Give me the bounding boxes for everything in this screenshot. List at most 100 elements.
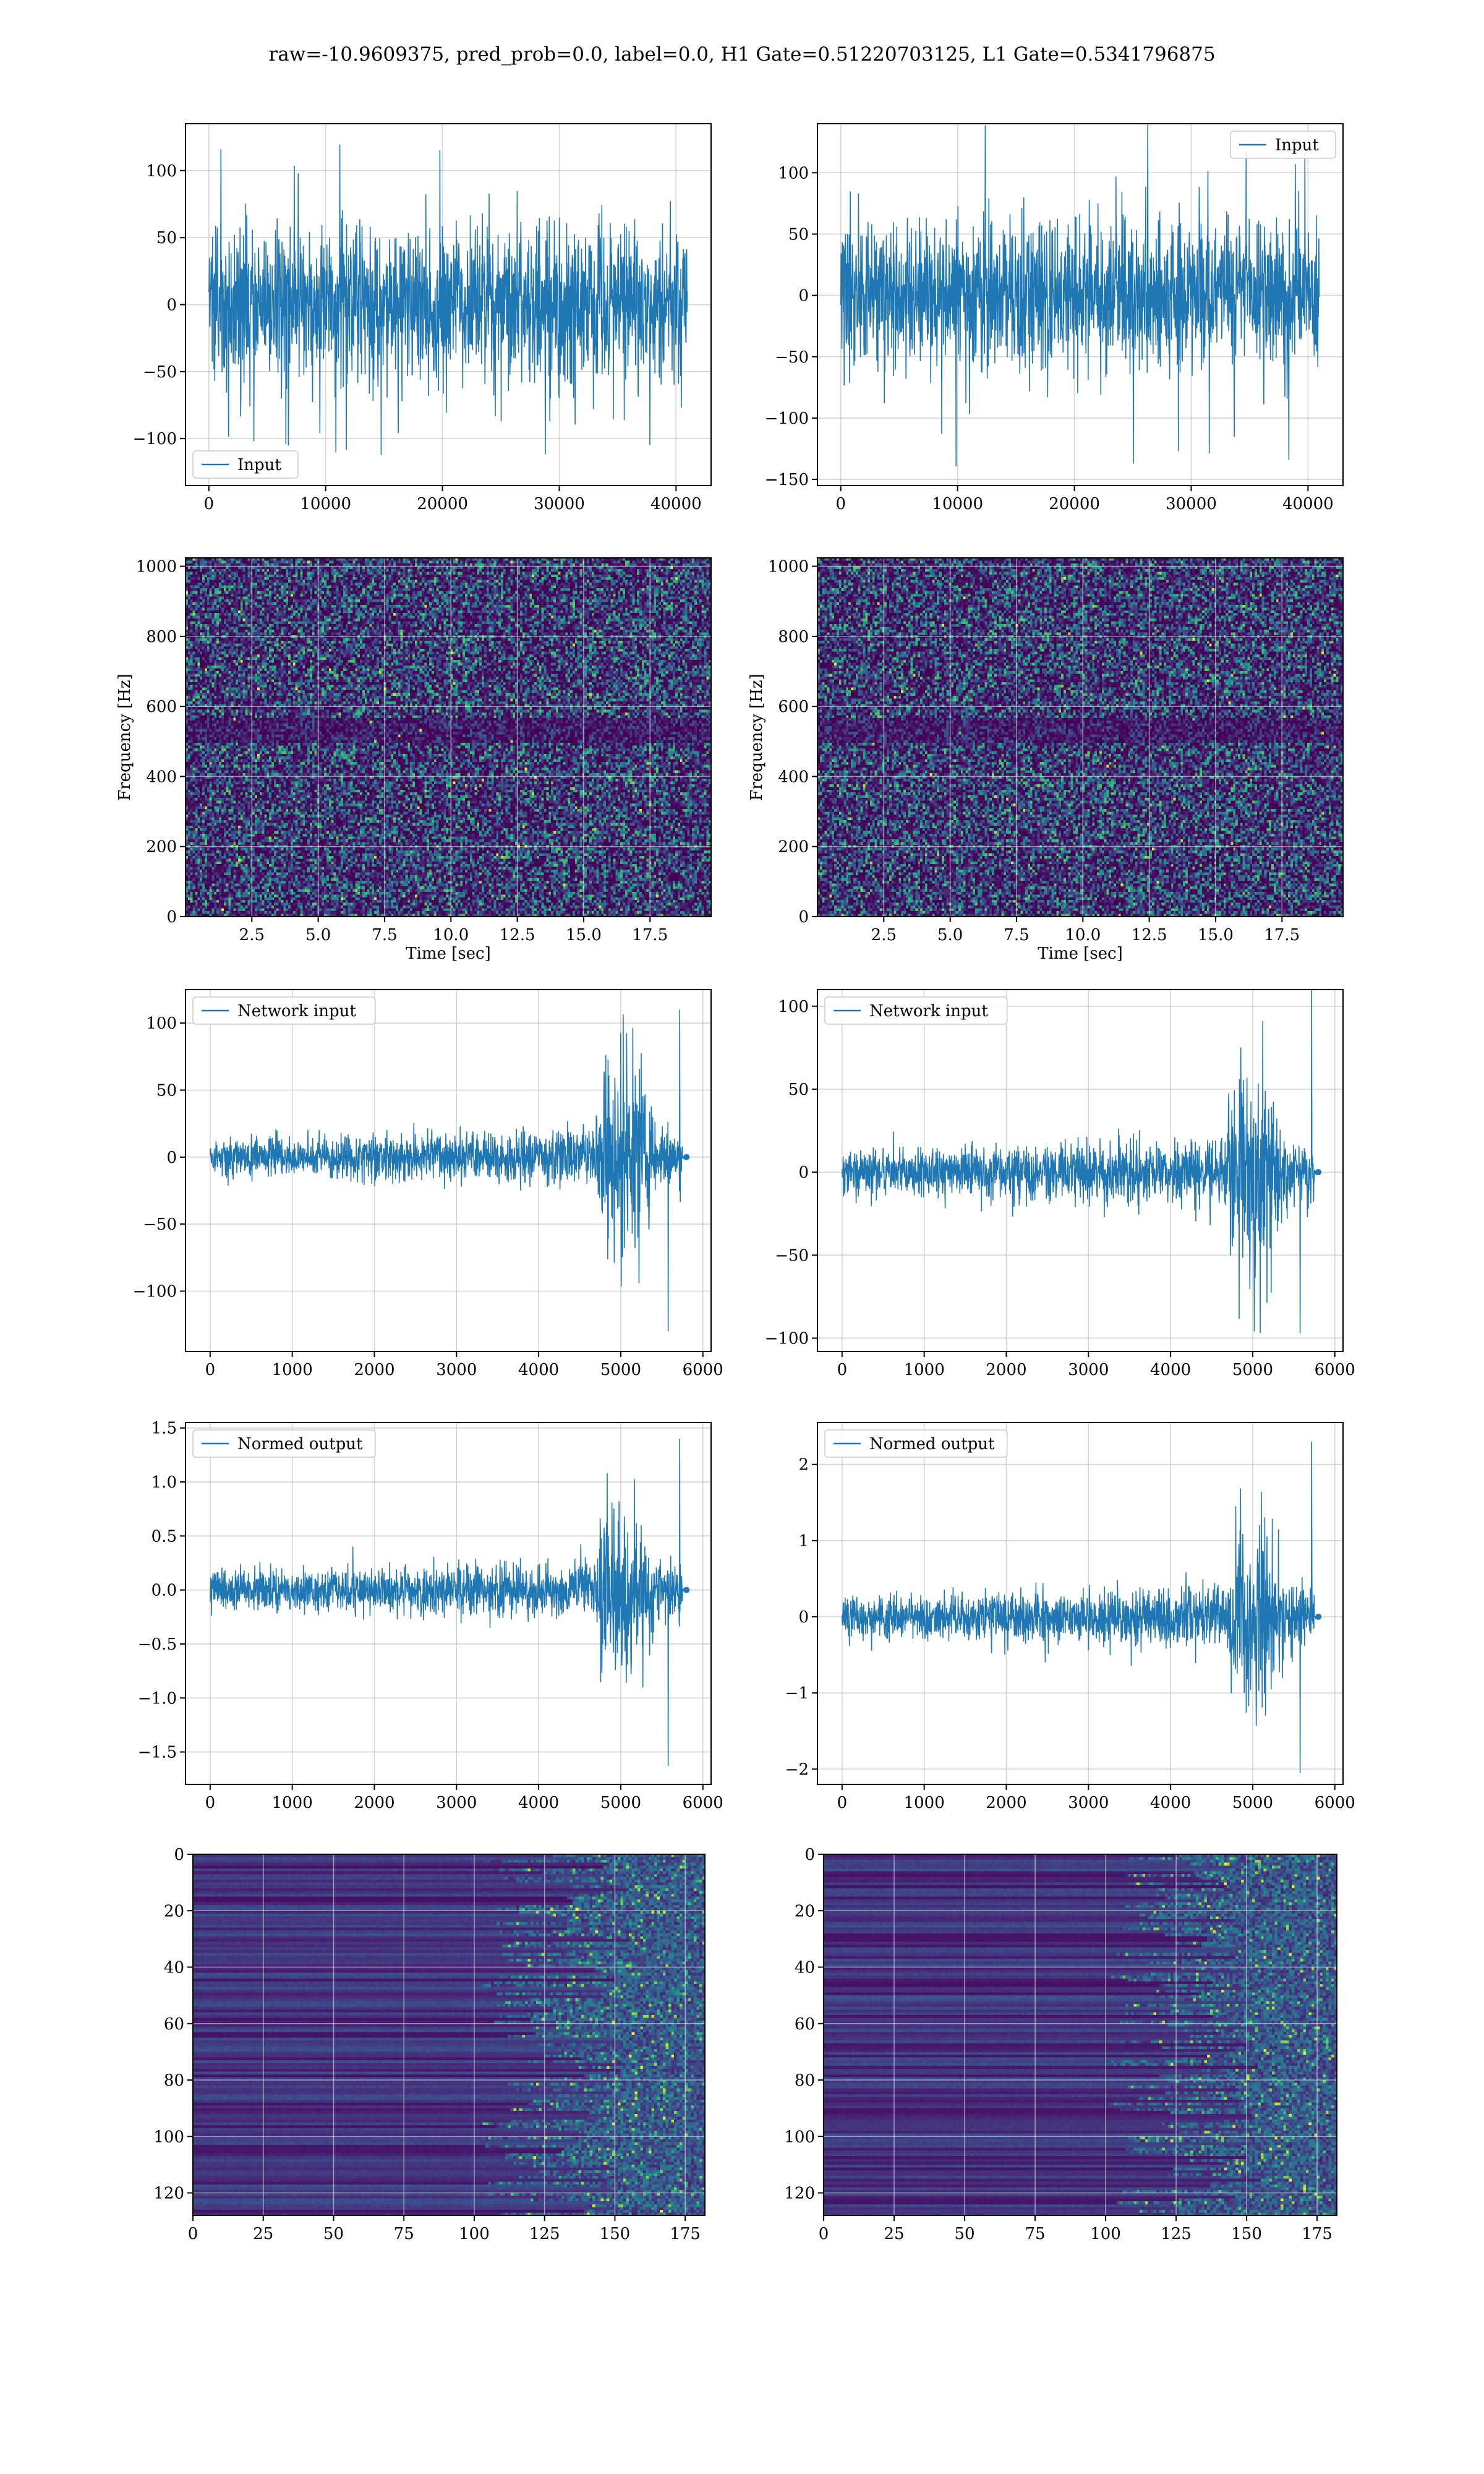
series-line-input	[840, 124, 1320, 466]
legend-frame	[192, 996, 376, 1025]
y-tick-label: 800	[146, 628, 177, 646]
x-tick-label: 0	[837, 1794, 848, 1812]
grid-lines	[186, 1423, 711, 1784]
x-tick-label: 0	[836, 495, 846, 513]
axes-spines	[185, 557, 712, 917]
y-tick-label: 400	[778, 768, 809, 786]
x-tick-label: 6000	[683, 1794, 723, 1812]
x-tick-label: 75	[1025, 2225, 1045, 2243]
x-tick-label: 5000	[1232, 1794, 1273, 1812]
x-tick-label: 0	[204, 495, 215, 513]
x-tick-label: 0	[205, 1794, 216, 1812]
y-tick-label: 600	[146, 698, 177, 716]
legend-frame	[192, 450, 299, 479]
legend: Network input	[824, 996, 1008, 1025]
y-axis-label: Frequency [Hz]	[116, 674, 134, 801]
tick-marks	[818, 1854, 1318, 2221]
legend: Input	[1230, 131, 1336, 159]
x-tick-label: 3000	[1068, 1361, 1109, 1379]
x-tick-label: 12.5	[500, 926, 535, 944]
x-tick-label: 25	[253, 2225, 273, 2243]
legend-label: Normed output	[869, 1435, 995, 1453]
y-tick-label: 0	[798, 1163, 809, 1182]
y-tick-label: −100	[765, 1330, 809, 1348]
legend-frame	[824, 1429, 1008, 1458]
legend-frame	[1230, 131, 1336, 159]
series-tail-marker	[683, 1154, 690, 1160]
tick-marks	[180, 1427, 704, 1790]
x-tick-label: 17.5	[1264, 926, 1300, 944]
y-tick-label: −50	[143, 1215, 177, 1234]
x-tick-label: 1000	[272, 1361, 313, 1379]
y-tick-label: 2	[798, 1456, 809, 1475]
y-tick-label: 20	[795, 1902, 815, 1920]
y-tick-label: 60	[164, 2015, 184, 2034]
axes-spines	[185, 1422, 712, 1785]
x-tick-label: 0	[188, 2225, 198, 2243]
legend-frame	[824, 996, 1008, 1025]
y-tick-label: 0	[798, 1608, 809, 1627]
axes-spines	[817, 123, 1344, 486]
x-tick-label: 1000	[272, 1794, 313, 1812]
y-tick-label: 1.0	[151, 1473, 177, 1492]
y-tick-label: 200	[778, 838, 809, 857]
x-tick-label: 20000	[417, 495, 468, 513]
y-tick-label: −100	[765, 409, 809, 428]
x-tick-label: 20000	[1049, 495, 1100, 513]
x-tick-label: 5000	[1232, 1361, 1273, 1379]
series-tail-marker	[683, 1586, 690, 1593]
x-tick-label: 175	[1302, 2225, 1333, 2243]
y-tick-label: 40	[795, 1959, 815, 1977]
subplot-r1c1: 2.5 5.0 7.5 10.0 12.5 15.0 17.5 0 200 400 600 800 10…	[748, 557, 1344, 963]
y-tick-label: 0	[174, 1846, 184, 1864]
y-tick-label: 600	[778, 698, 809, 716]
heatmap-image	[186, 558, 711, 917]
subplot-r4c0: 0 25 50 75 100 125 150 175 0 20 40 60 80 100 120	[153, 1846, 706, 2243]
legend: Normed output	[824, 1429, 1008, 1458]
x-tick-label: 1000	[904, 1794, 945, 1812]
axes-spines	[192, 1854, 706, 2216]
y-tick-label: −150	[765, 471, 809, 489]
series-tail-marker	[1315, 1169, 1322, 1176]
y-tick-label: 0	[804, 1846, 815, 1864]
y-tick-label: 1	[798, 1532, 809, 1551]
series-tail-marker	[1315, 1614, 1322, 1620]
tick-marks	[812, 565, 1283, 922]
x-tick-label: 6000	[1315, 1361, 1355, 1379]
x-tick-label: 15.0	[566, 926, 602, 944]
x-tick-label: 6000	[683, 1361, 723, 1379]
legend: Input	[192, 450, 299, 479]
y-tick-label: 50	[156, 229, 177, 247]
y-tick-label: 100	[146, 1014, 177, 1033]
y-tick-label: −100	[133, 1283, 177, 1301]
x-tick-label: 0	[819, 2225, 829, 2243]
x-tick-label: 5000	[600, 1361, 641, 1379]
y-tick-label: 200	[146, 838, 177, 857]
x-tick-label: 3000	[436, 1361, 477, 1379]
x-tick-label: 2.5	[871, 926, 897, 944]
legend-label: Network input	[237, 1002, 356, 1021]
tick-marks	[812, 1005, 1336, 1357]
x-tick-label: 10000	[300, 495, 351, 513]
y-axis-label: Frequency [Hz]	[748, 674, 766, 801]
y-tick-label: 120	[784, 2185, 815, 2203]
x-tick-label: 10.0	[1065, 926, 1101, 944]
x-tick-label: 6000	[1315, 1794, 1355, 1812]
y-tick-label: 80	[795, 2071, 815, 2090]
x-tick-label: 100	[1090, 2225, 1121, 2243]
y-tick-label: 60	[795, 2015, 815, 2034]
tick-marks	[812, 172, 1309, 491]
legend: Network input	[192, 996, 376, 1025]
x-tick-label: 75	[394, 2225, 414, 2243]
x-tick-label: 4000	[1150, 1794, 1191, 1812]
x-tick-label: 2000	[986, 1361, 1026, 1379]
series-line-network-input	[210, 1009, 687, 1332]
x-tick-label: 15.0	[1198, 926, 1234, 944]
series-line-network-input	[842, 990, 1319, 1333]
tick-marks	[180, 1022, 704, 1357]
y-tick-label: 1000	[768, 558, 809, 576]
x-tick-label: 125	[1161, 2225, 1192, 2243]
series-line-normed-output	[210, 1439, 687, 1766]
y-tick-label: 0.5	[151, 1527, 177, 1546]
